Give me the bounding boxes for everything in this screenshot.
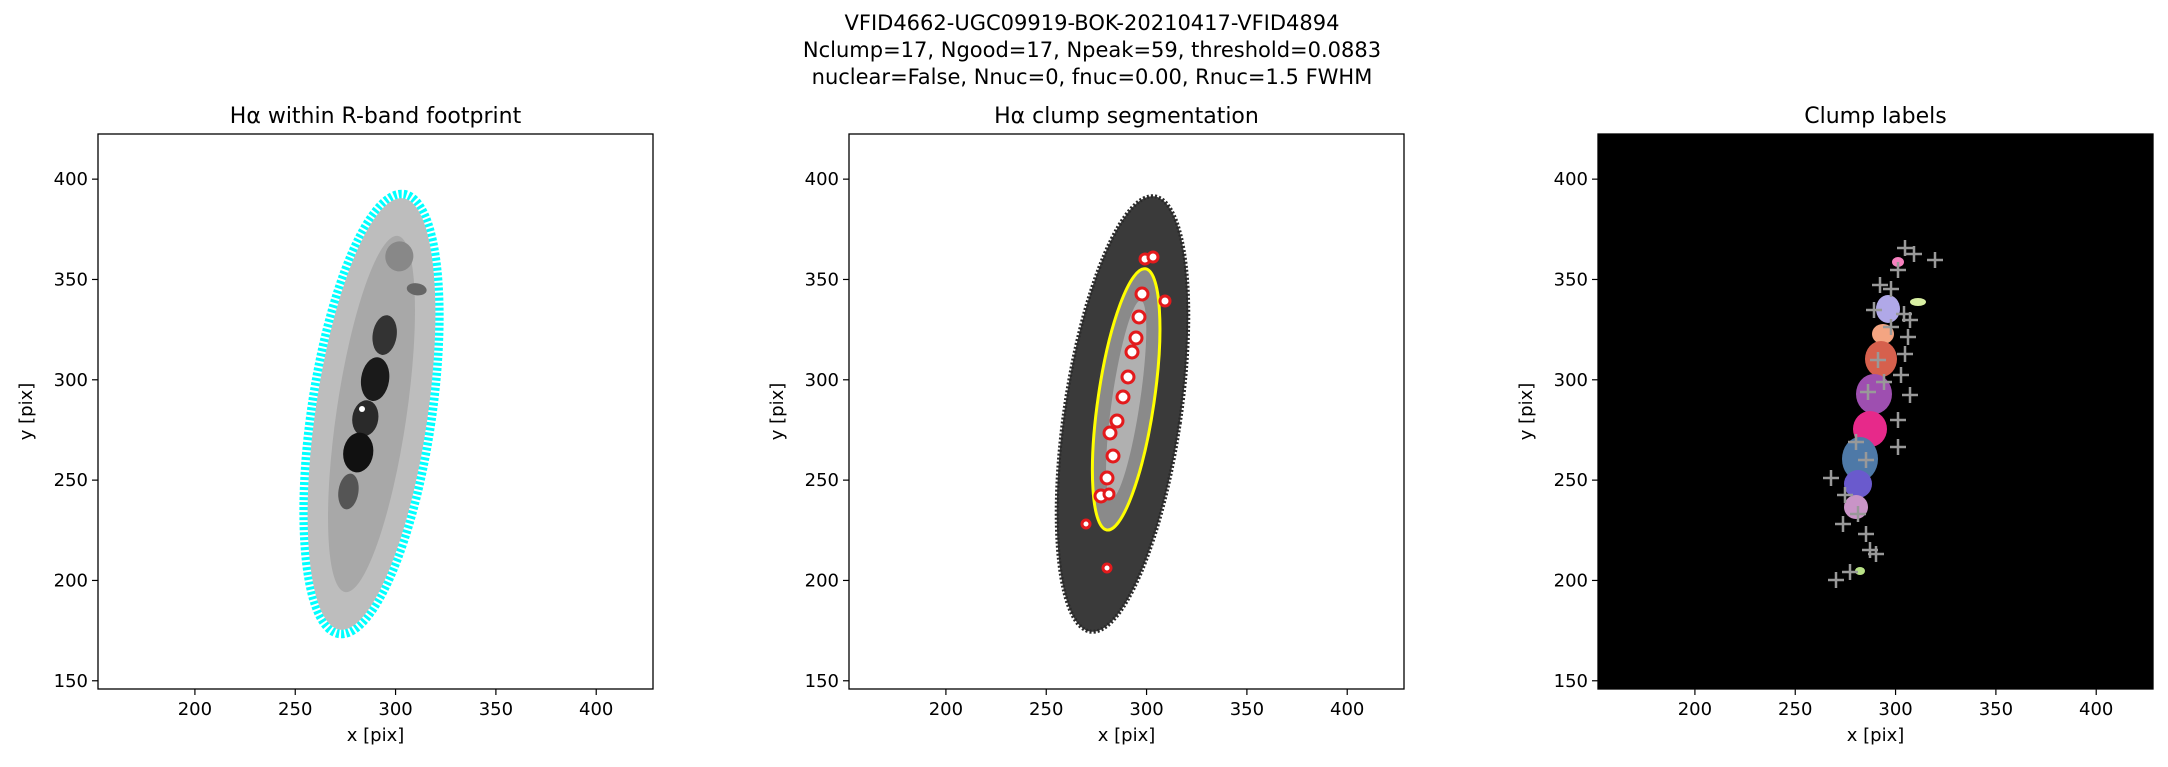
x-tick-label: 200	[929, 699, 963, 720]
figure-title: Nclump=17, Ngood=17, Npeak=59, threshold…	[803, 38, 1381, 62]
y-tick-label: 150	[805, 671, 839, 692]
y-axis-label: y [pix]	[1516, 383, 1537, 441]
x-tick-label: 350	[479, 699, 513, 720]
x-axis-label: x [pix]	[347, 725, 405, 746]
y-tick-label: 150	[1554, 671, 1588, 692]
x-tick-label: 250	[1029, 699, 1063, 720]
x-tick-label: 300	[1878, 699, 1912, 720]
x-axis-label: x [pix]	[1847, 725, 1905, 746]
image	[299, 189, 444, 639]
x-tick-label: 350	[1230, 699, 1264, 720]
y-tick-label: 200	[1554, 570, 1588, 591]
x-tick-label: 350	[1979, 699, 2013, 720]
x-tick-label: 400	[2079, 699, 2113, 720]
y-tick-label: 200	[805, 570, 839, 591]
x-tick-label: 400	[1330, 699, 1364, 720]
x-tick-label: 250	[1778, 699, 1812, 720]
figure-title: nuclear=False, Nnuc=0, fnuc=0.00, Rnuc=1…	[812, 65, 1373, 89]
axes-title: Hα clump segmentation	[994, 104, 1259, 129]
y-tick-label: 400	[805, 169, 839, 190]
axes-frame	[848, 133, 1405, 690]
figure-title: VFID4662-UGC09919-BOK-20210417-VFID4894	[845, 11, 1340, 35]
axes-title: Clump labels	[1804, 104, 1946, 129]
y-tick-label: 300	[54, 370, 88, 391]
y-tick-label: 350	[54, 269, 88, 290]
y-tick-label: 150	[54, 671, 88, 692]
y-tick-label: 300	[805, 370, 839, 391]
y-tick-label: 350	[805, 269, 839, 290]
y-tick-label: 200	[54, 570, 88, 591]
x-tick-label: 250	[278, 699, 312, 720]
x-tick-label: 200	[178, 699, 212, 720]
image	[1598, 134, 2153, 689]
x-tick-label: 400	[579, 699, 613, 720]
axes-frame	[97, 133, 654, 690]
y-tick-label: 250	[805, 470, 839, 491]
y-tick-label: 250	[54, 470, 88, 491]
y-tick-label: 400	[1554, 169, 1588, 190]
axes-frame	[1597, 133, 2154, 690]
y-tick-label: 350	[1554, 269, 1588, 290]
y-tick-label: 300	[1554, 370, 1588, 391]
y-tick-label: 250	[1554, 470, 1588, 491]
x-axis-label: x [pix]	[1098, 725, 1156, 746]
y-axis-label: y [pix]	[767, 383, 788, 441]
x-tick-label: 200	[1678, 699, 1712, 720]
x-tick-label: 300	[1129, 699, 1163, 720]
x-tick-label: 300	[378, 699, 412, 720]
axes-title: Hα within R-band footprint	[230, 104, 522, 129]
y-axis-label: y [pix]	[16, 383, 37, 441]
image	[1054, 194, 1191, 634]
y-tick-label: 400	[54, 169, 88, 190]
